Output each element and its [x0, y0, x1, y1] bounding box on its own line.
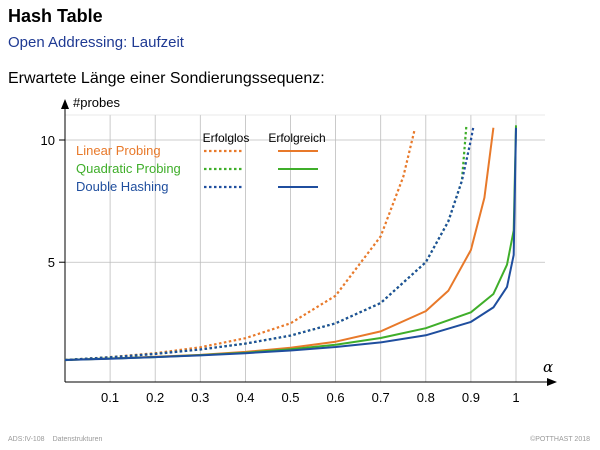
x-axis-arrow	[547, 378, 557, 386]
y-tick-label: 10	[41, 133, 55, 148]
x-tick-label: 0.8	[417, 390, 435, 405]
footer-code: ADS:IV-108	[8, 436, 45, 443]
chart-curves	[64, 125, 517, 362]
footer-topic: Datenstrukturen	[52, 436, 103, 443]
legend-label: Double Hashing	[76, 179, 169, 194]
footer-left: ADS:IV-108 Datenstrukturen	[8, 436, 110, 443]
y-tick-label: 5	[48, 255, 55, 270]
x-tick-label: 0.4	[236, 390, 254, 405]
series-line-double-successful	[64, 127, 517, 361]
legend-label: Quadratic Probing	[76, 161, 181, 176]
chart-legend: Erfolglos Erfolgreich Linear Probing Quadra…	[76, 131, 326, 194]
x-tick-label: 0.3	[191, 390, 209, 405]
legend-label: Linear Probing	[76, 143, 161, 158]
slide-title: Hash Table	[8, 6, 103, 26]
legend-header-successful: Erfolgreich	[268, 131, 325, 145]
x-axis-label: α	[543, 358, 553, 376]
legend-header-unsuccessful: Erfolglos	[203, 131, 250, 145]
series-line-double-unsuccessful	[64, 127, 475, 362]
y-axis-label: #probes	[73, 95, 120, 110]
y-axis-arrow	[61, 99, 69, 109]
x-tick-label: 1	[512, 390, 519, 405]
chart-heading: Erwartete Länge einer Sondierungssequenz…	[8, 70, 325, 87]
series-line-linear-unsuccessful	[64, 129, 416, 362]
x-tick-label: 0.5	[281, 390, 299, 405]
chart-ticks: 0.1 0.2 0.3 0.4 0.5 0.6 0.7 0.8 0.9 1 5 10	[41, 133, 520, 405]
slide-subtitle: Open Addressing: Laufzeit	[8, 34, 184, 51]
x-tick-label: 0.2	[146, 390, 164, 405]
x-tick-label: 0.9	[462, 390, 480, 405]
x-tick-label: 0.7	[372, 390, 390, 405]
x-tick-label: 0.6	[327, 390, 345, 405]
chart-axes: #probes α	[61, 95, 557, 386]
x-tick-label: 0.1	[101, 390, 119, 405]
footer-right: ©POTTHAST 2018	[530, 436, 590, 443]
